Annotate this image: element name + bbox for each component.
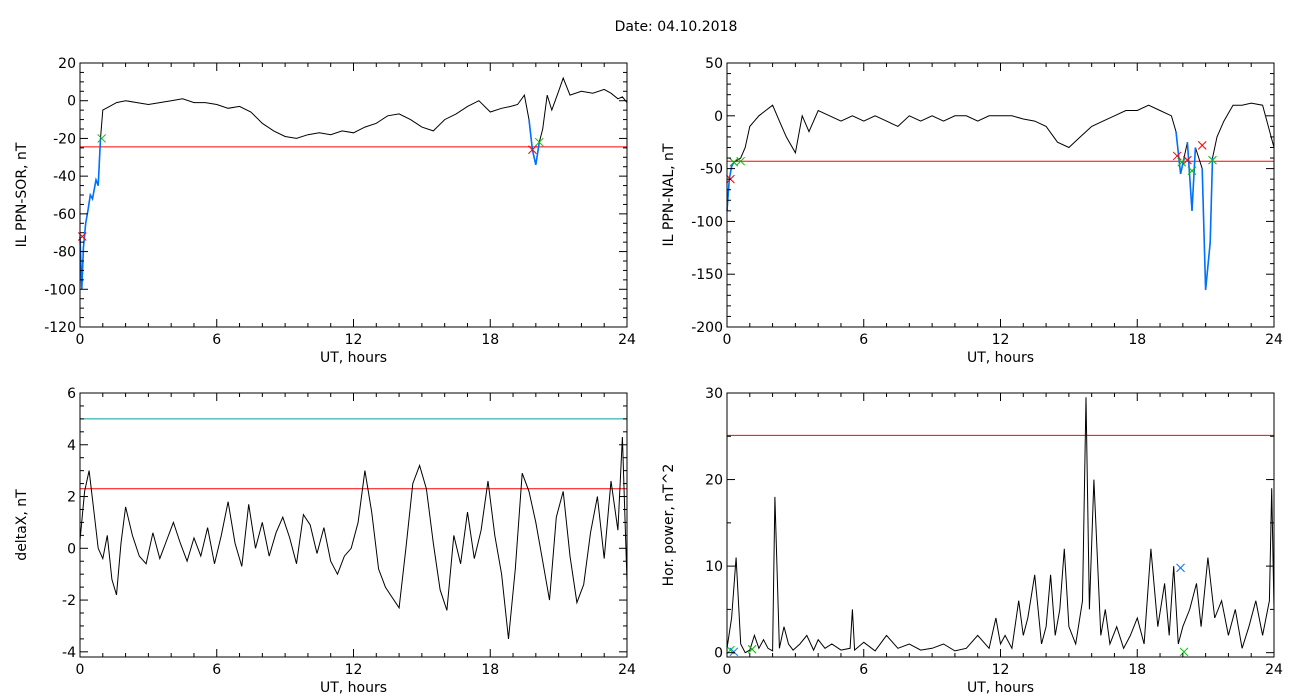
event-segment xyxy=(79,138,102,290)
x-marker xyxy=(1176,563,1185,573)
y-tick-label: -200 xyxy=(691,320,723,336)
x-axis-label: UT, hours xyxy=(320,350,387,366)
y-axis-label: IL PPN-SOR, nT xyxy=(14,142,30,247)
x-marker xyxy=(97,134,107,143)
x-axis-label: UT, hours xyxy=(320,680,387,696)
x-marker xyxy=(534,137,544,147)
data-trace xyxy=(726,397,1275,654)
x-axis-label: UT, hours xyxy=(967,680,1034,696)
y-tick-label: -100 xyxy=(44,282,76,298)
y-tick-label: -50 xyxy=(700,162,723,178)
y-tick-label: 0 xyxy=(714,109,723,125)
x-tick-label: 6 xyxy=(212,662,221,678)
event-segment xyxy=(1186,142,1197,211)
x-tick-label: 0 xyxy=(723,662,732,678)
y-tick-label: 2 xyxy=(67,490,76,506)
x-tick-label: 6 xyxy=(212,332,221,348)
x-tick-label: 18 xyxy=(1128,332,1146,348)
x-tick-label: 24 xyxy=(618,662,636,678)
y-tick-label: 0 xyxy=(67,541,76,557)
panel-nal: 0 6 12 18 24 50 0 -50 -100 -150 -200 UT, hours IL PP… xyxy=(661,56,1283,366)
x-marker xyxy=(1172,151,1182,161)
plot-frame xyxy=(79,392,628,658)
x-tick-label: 24 xyxy=(618,332,636,348)
y-tick-label: -80 xyxy=(53,245,76,261)
x-marker xyxy=(736,156,746,166)
page-title: Date: 04.10.2018 xyxy=(614,19,738,35)
x-marker xyxy=(1208,155,1217,165)
data-trace xyxy=(79,76,628,290)
y-axis-label: IL PPN-NAL, nT xyxy=(661,143,677,246)
y-tick-label: -20 xyxy=(53,131,76,147)
y-axis-label: deltaX, nT xyxy=(14,489,30,561)
y-tick-label: -120 xyxy=(44,320,76,336)
x-tick-label: 12 xyxy=(345,332,363,348)
plot-frame xyxy=(726,392,1275,658)
data-trace xyxy=(726,102,1275,291)
x-tick-label: 12 xyxy=(345,662,363,678)
x-tick-label: 0 xyxy=(76,332,85,348)
y-tick-label: 30 xyxy=(705,386,723,402)
x-tick-label: 0 xyxy=(723,332,732,348)
y-tick-label: 50 xyxy=(705,56,723,72)
y-tick-label: -100 xyxy=(691,214,723,230)
x-marker xyxy=(1197,141,1207,150)
y-tick-label: 0 xyxy=(67,94,76,110)
panel-sor: 0 6 12 18 24 20 0 -20 -40 -60 -80 -100 -120 UT, hours… xyxy=(14,56,636,366)
x-tick-label: 18 xyxy=(481,662,499,678)
data-trace xyxy=(79,436,628,639)
y-tick-label: 4 xyxy=(67,438,76,454)
y-tick-label: 0 xyxy=(714,646,723,662)
plot-frame xyxy=(726,62,1275,328)
event-segment xyxy=(1201,157,1214,291)
x-marker xyxy=(1183,155,1192,165)
y-axis-label: Hor. power, nT^2 xyxy=(661,464,677,587)
event-segment xyxy=(528,119,541,165)
x-marker xyxy=(747,644,757,654)
x-tick-label: 24 xyxy=(1265,662,1283,678)
panel-deltax: 0 6 12 18 24 6 4 2 0 -2 -4 UT, hours deltaX, nT xyxy=(14,386,636,696)
x-tick-label: 6 xyxy=(859,332,868,348)
x-tick-label: 24 xyxy=(1265,332,1283,348)
panel-horpower: 0 6 12 18 24 30 20 10 0 UT, hours Hor. power, nT^2 xyxy=(661,386,1283,696)
y-tick-label: -2 xyxy=(62,593,76,609)
x-marker xyxy=(1179,647,1189,657)
x-marker xyxy=(1177,157,1187,167)
y-tick-label: 20 xyxy=(58,56,76,72)
x-tick-label: 12 xyxy=(992,662,1010,678)
x-tick-label: 18 xyxy=(1128,662,1146,678)
y-tick-label: -4 xyxy=(62,645,76,661)
x-tick-label: 12 xyxy=(992,332,1010,348)
y-tick-label: -40 xyxy=(53,169,76,185)
event-segment xyxy=(726,161,735,211)
y-tick-label: 10 xyxy=(705,559,723,575)
y-tick-label: -150 xyxy=(691,267,723,283)
x-marker xyxy=(1187,166,1197,176)
x-marker xyxy=(729,647,739,657)
x-marker xyxy=(528,145,537,155)
y-tick-label: 6 xyxy=(67,386,76,402)
x-tick-label: 0 xyxy=(76,662,85,678)
x-tick-label: 6 xyxy=(859,662,868,678)
y-tick-label: 20 xyxy=(705,473,723,489)
x-tick-label: 18 xyxy=(481,332,499,348)
x-axis-label: UT, hours xyxy=(967,350,1034,366)
y-tick-label: -60 xyxy=(53,207,76,223)
